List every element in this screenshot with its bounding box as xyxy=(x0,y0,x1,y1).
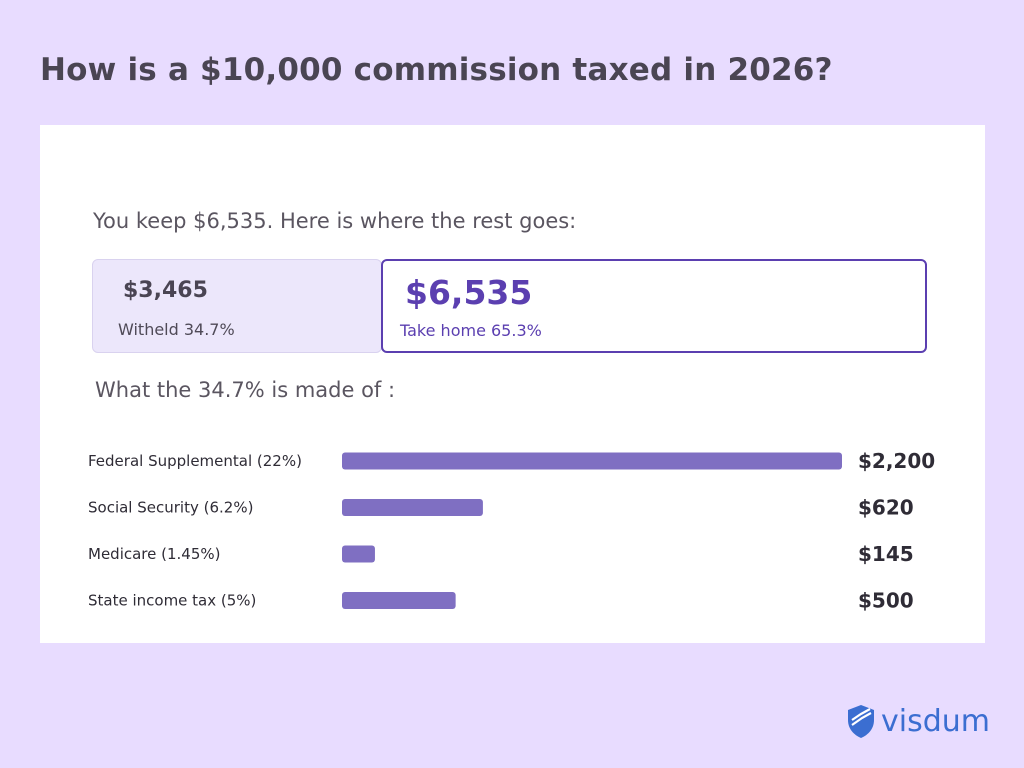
value-label: $145 xyxy=(858,542,914,566)
brand-name: visdum xyxy=(881,703,990,739)
bar xyxy=(342,545,375,563)
withheld-box: $3,465 Witheld 34.7% xyxy=(92,259,382,353)
category-label: Federal Supplemental (22%) xyxy=(88,452,302,470)
bar xyxy=(342,452,842,470)
category-label: State income tax (5%) xyxy=(88,592,256,610)
withheld-amount: $3,465 xyxy=(123,278,208,303)
tax-component-bar-chart: Federal Supplemental (22%) $2,200 Social S… xyxy=(88,449,935,613)
tax-breakdown-card: You keep $6,535. Here is where the rest … xyxy=(40,125,985,643)
page-title: How is a $10,000 commission taxed in 202… xyxy=(40,52,833,88)
take-home-label: Take home 65.3% xyxy=(400,321,542,340)
breakdown-heading: What the 34.7% is made of : xyxy=(95,378,396,402)
intro-text: You keep $6,535. Here is where the rest … xyxy=(93,209,577,233)
withheld-label: Witheld 34.7% xyxy=(118,320,235,339)
take-home-box: $6,535 Take home 65.3% xyxy=(381,259,927,353)
category-label: Social Security (6.2%) xyxy=(88,499,253,517)
value-label: $620 xyxy=(858,496,914,520)
brand-logo: visdum xyxy=(845,703,990,739)
bar xyxy=(342,499,483,516)
take-home-amount: $6,535 xyxy=(405,273,533,312)
category-label: Medicare (1.45%) xyxy=(88,545,221,563)
withheld-vs-take-home: $3,465 Witheld 34.7% $6,535 Take home 65… xyxy=(92,259,927,353)
value-label: $500 xyxy=(858,589,914,613)
shield-icon xyxy=(848,705,874,738)
value-label: $2,200 xyxy=(858,449,935,473)
bar xyxy=(342,592,456,609)
